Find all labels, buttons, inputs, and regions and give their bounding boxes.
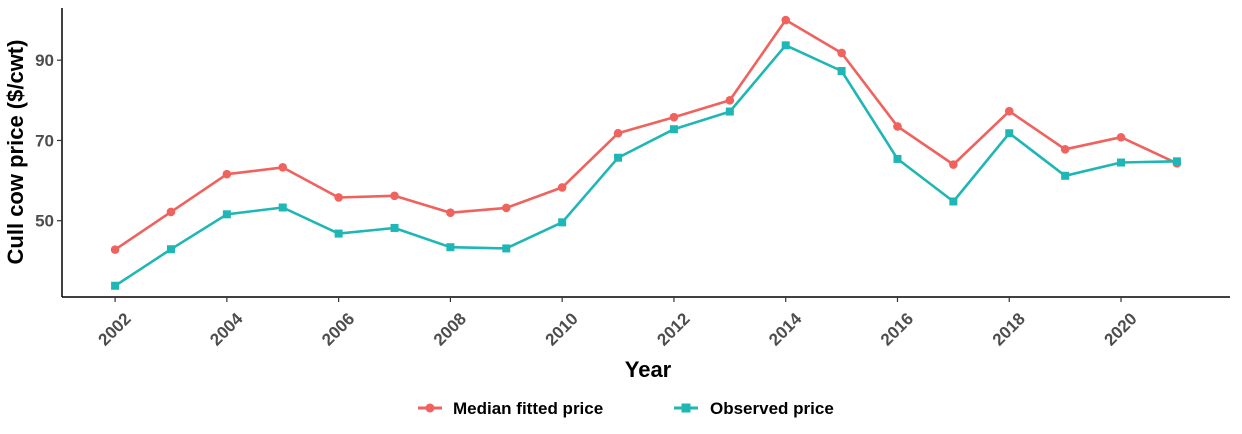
y-tick-label: 90 (35, 51, 54, 70)
legend-item-observed: Observed price (674, 399, 834, 418)
legend: Median fitted price Observed price (418, 399, 834, 418)
axes (61, 8, 1230, 298)
data-point (669, 125, 678, 134)
y-ticks: 50 70 90 (35, 51, 62, 231)
data-point (222, 210, 231, 219)
data-point (110, 245, 120, 254)
data-point (613, 128, 623, 138)
data-point (725, 107, 734, 116)
data-point (278, 203, 287, 212)
data-point (1061, 171, 1070, 180)
data-point (949, 197, 958, 206)
y-tick-label: 50 (35, 212, 54, 231)
data-point (1005, 129, 1014, 138)
series-line-1 (114, 43, 1177, 287)
data-point (222, 169, 232, 179)
x-tick-label: 2008 (430, 309, 470, 349)
y-tick-label: 70 (35, 131, 54, 150)
data-point (669, 112, 679, 122)
series-line-0 (114, 18, 1178, 251)
series-1 (111, 41, 1181, 290)
data-point (390, 191, 399, 201)
data-point (781, 15, 791, 25)
data-point (837, 67, 846, 76)
data-point (893, 122, 902, 131)
data-point (501, 203, 511, 213)
x-tick-label: 2012 (653, 309, 693, 349)
x-tick-label: 2018 (989, 309, 1029, 349)
series-0 (110, 15, 1182, 254)
legend-label-observed: Observed price (710, 399, 834, 418)
data-point (1117, 158, 1126, 167)
x-tick-label: 2014 (765, 309, 806, 350)
x-tick-label: 2010 (542, 309, 582, 349)
x-ticks: 2002 2004 2006 2008 2010 2012 2014 2016 2018 2020 (95, 297, 1141, 349)
data-point (278, 163, 288, 172)
legend-item-median: Median fitted price (418, 399, 603, 418)
data-point (614, 153, 623, 162)
y-axis-title: Cull cow price ($/cwt) (3, 40, 28, 265)
data-point (893, 154, 902, 163)
data-point (446, 208, 455, 218)
data-point (446, 243, 455, 252)
data-point (837, 48, 846, 58)
data-point (1116, 132, 1126, 142)
x-tick-label: 2016 (877, 309, 917, 349)
x-tick-label: 2020 (1100, 309, 1140, 349)
data-point (166, 245, 175, 254)
data-point (1004, 106, 1014, 116)
x-axis-title: Year (625, 357, 672, 382)
data-point (111, 281, 120, 290)
legend-label-median: Median fitted price (453, 399, 603, 418)
data-point (558, 218, 567, 227)
data-point (1060, 144, 1070, 154)
data-point (781, 41, 790, 50)
series-layer (110, 15, 1182, 290)
data-point (949, 160, 958, 169)
data-point (502, 244, 511, 253)
x-tick-label: 2002 (95, 309, 135, 349)
data-point (557, 183, 567, 192)
x-tick-label: 2006 (318, 309, 358, 349)
data-point (1172, 157, 1181, 166)
data-point (725, 96, 735, 105)
data-point (334, 193, 343, 202)
data-point (334, 229, 343, 238)
data-point (390, 223, 399, 232)
x-tick-label: 2004 (206, 309, 247, 350)
legend-swatch-observed-marker (681, 403, 691, 413)
legend-swatch-median-marker (425, 403, 435, 413)
data-point (166, 207, 176, 217)
